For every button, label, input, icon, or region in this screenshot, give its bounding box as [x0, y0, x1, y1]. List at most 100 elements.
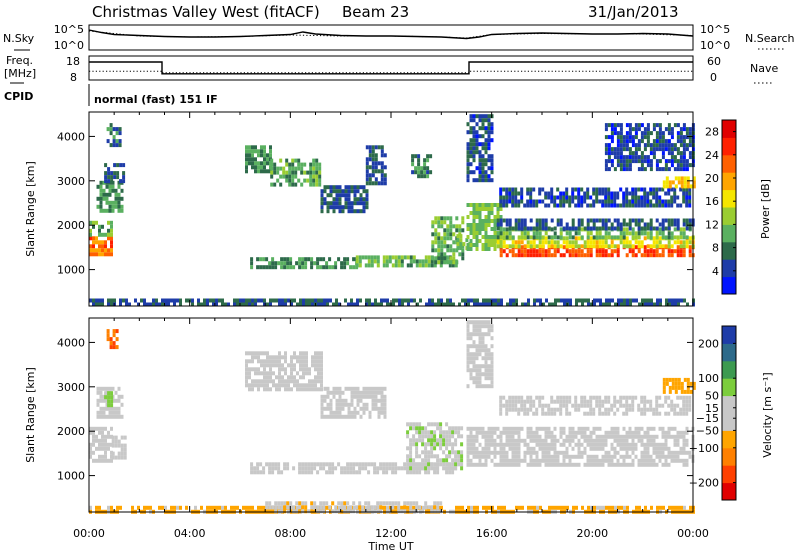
- power-cell: [469, 243, 473, 247]
- power-cell: [631, 199, 635, 204]
- power-cell: [484, 146, 488, 151]
- power-cell: [631, 139, 635, 144]
- power-cell: [622, 244, 626, 249]
- power-cell: [115, 143, 119, 148]
- velocity-cell: [478, 442, 482, 447]
- power-cell: [607, 167, 611, 172]
- velocity-cell: [304, 501, 308, 506]
- velocity-cell: [481, 336, 485, 341]
- power-colorbar-swatch: [722, 224, 736, 243]
- power-cell: [271, 265, 275, 270]
- velocity-cell: [664, 442, 668, 447]
- velocity-cell: [367, 505, 371, 510]
- velocity-cell: [263, 359, 266, 364]
- power-cell: [565, 236, 569, 241]
- power-cell: [619, 127, 623, 132]
- freq-series-freq: [89, 61, 693, 75]
- velocity-cell: [329, 390, 333, 395]
- velocity-cell: [487, 376, 491, 381]
- velocity-cell: [628, 430, 632, 435]
- velocity-cell: [266, 359, 269, 364]
- velocity-cell: [352, 470, 356, 475]
- velocity-cell: [397, 509, 401, 514]
- velocity-cell: [296, 505, 299, 510]
- power-cell: [110, 244, 113, 249]
- velocity-cell: [320, 363, 323, 368]
- power-cell: [443, 256, 447, 261]
- velocity-cell: [667, 454, 671, 459]
- power-cell: [380, 177, 384, 182]
- power-cell: [309, 166, 313, 171]
- power-cell: [676, 218, 680, 223]
- velocity-cell: [260, 371, 263, 376]
- velocity-cell: [290, 387, 293, 392]
- velocity-cell: [487, 434, 491, 439]
- velocity-cell: [607, 411, 611, 416]
- power-cell: [622, 203, 626, 208]
- power-cell: [308, 298, 311, 303]
- velocity-cell: [326, 394, 330, 399]
- power-cell: [343, 261, 347, 266]
- power-cell: [334, 261, 338, 266]
- velocity-cell: [302, 375, 305, 380]
- power-cell: [637, 167, 641, 172]
- power-cell: [459, 234, 463, 239]
- velocity-cell: [412, 470, 416, 475]
- velocity-cell: [439, 422, 443, 427]
- velocity-cell: [521, 505, 524, 510]
- velocity-cell: [286, 501, 290, 506]
- velocity-cell: [92, 442, 95, 447]
- velocity-cell: [478, 368, 482, 373]
- power-cell: [290, 298, 293, 303]
- power-cell: [551, 302, 554, 307]
- power-cell: [607, 235, 611, 240]
- power-cell: [592, 187, 596, 192]
- velocity-colorbar-tick-label: −200: [689, 477, 719, 490]
- velocity-cell: [436, 422, 440, 427]
- power-cell: [466, 247, 470, 251]
- power-cell: [631, 235, 635, 240]
- power-cell: [417, 162, 421, 167]
- velocity-cell: [108, 406, 112, 411]
- power-cell: [646, 253, 650, 258]
- noise-series-nsearch: [88, 30, 694, 39]
- velocity-cell: [111, 439, 115, 444]
- power-cell: [472, 235, 476, 239]
- velocity-cell: [466, 360, 470, 365]
- velocity-cell: [99, 398, 103, 403]
- velocity-cell: [674, 377, 678, 382]
- power-cell: [661, 139, 665, 144]
- velocity-cell: [391, 501, 395, 506]
- power-cell: [580, 203, 584, 208]
- power-cell: [273, 170, 277, 175]
- power-cell: [281, 298, 284, 303]
- velocity-cell: [679, 411, 683, 416]
- velocity-cell: [493, 438, 497, 443]
- velocity-cell: [562, 454, 566, 459]
- velocity-cell: [517, 458, 521, 463]
- velocity-cell: [553, 411, 557, 416]
- velocity-cell: [541, 426, 545, 431]
- velocity-cell: [409, 470, 413, 475]
- power-cell: [685, 159, 689, 164]
- power-cell: [107, 175, 111, 180]
- power-cell: [676, 222, 680, 227]
- power-cell: [409, 263, 413, 268]
- velocity-cell: [102, 394, 106, 399]
- power-cell: [104, 248, 107, 253]
- power-cell: [571, 187, 575, 192]
- power-cell: [541, 222, 545, 227]
- velocity-cell: [292, 509, 296, 514]
- velocity-cell: [478, 328, 482, 333]
- power-cell: [622, 139, 626, 144]
- velocity-cell: [427, 422, 431, 427]
- power-cell: [679, 249, 683, 254]
- power-cell: [446, 260, 450, 265]
- velocity-cell: [556, 458, 560, 463]
- velocity-cell: [520, 458, 524, 463]
- velocity-cell: [337, 462, 341, 467]
- power-cell: [282, 166, 286, 171]
- power-cell: [619, 159, 623, 164]
- velocity-cell: [646, 399, 650, 404]
- power-cell: [99, 208, 103, 213]
